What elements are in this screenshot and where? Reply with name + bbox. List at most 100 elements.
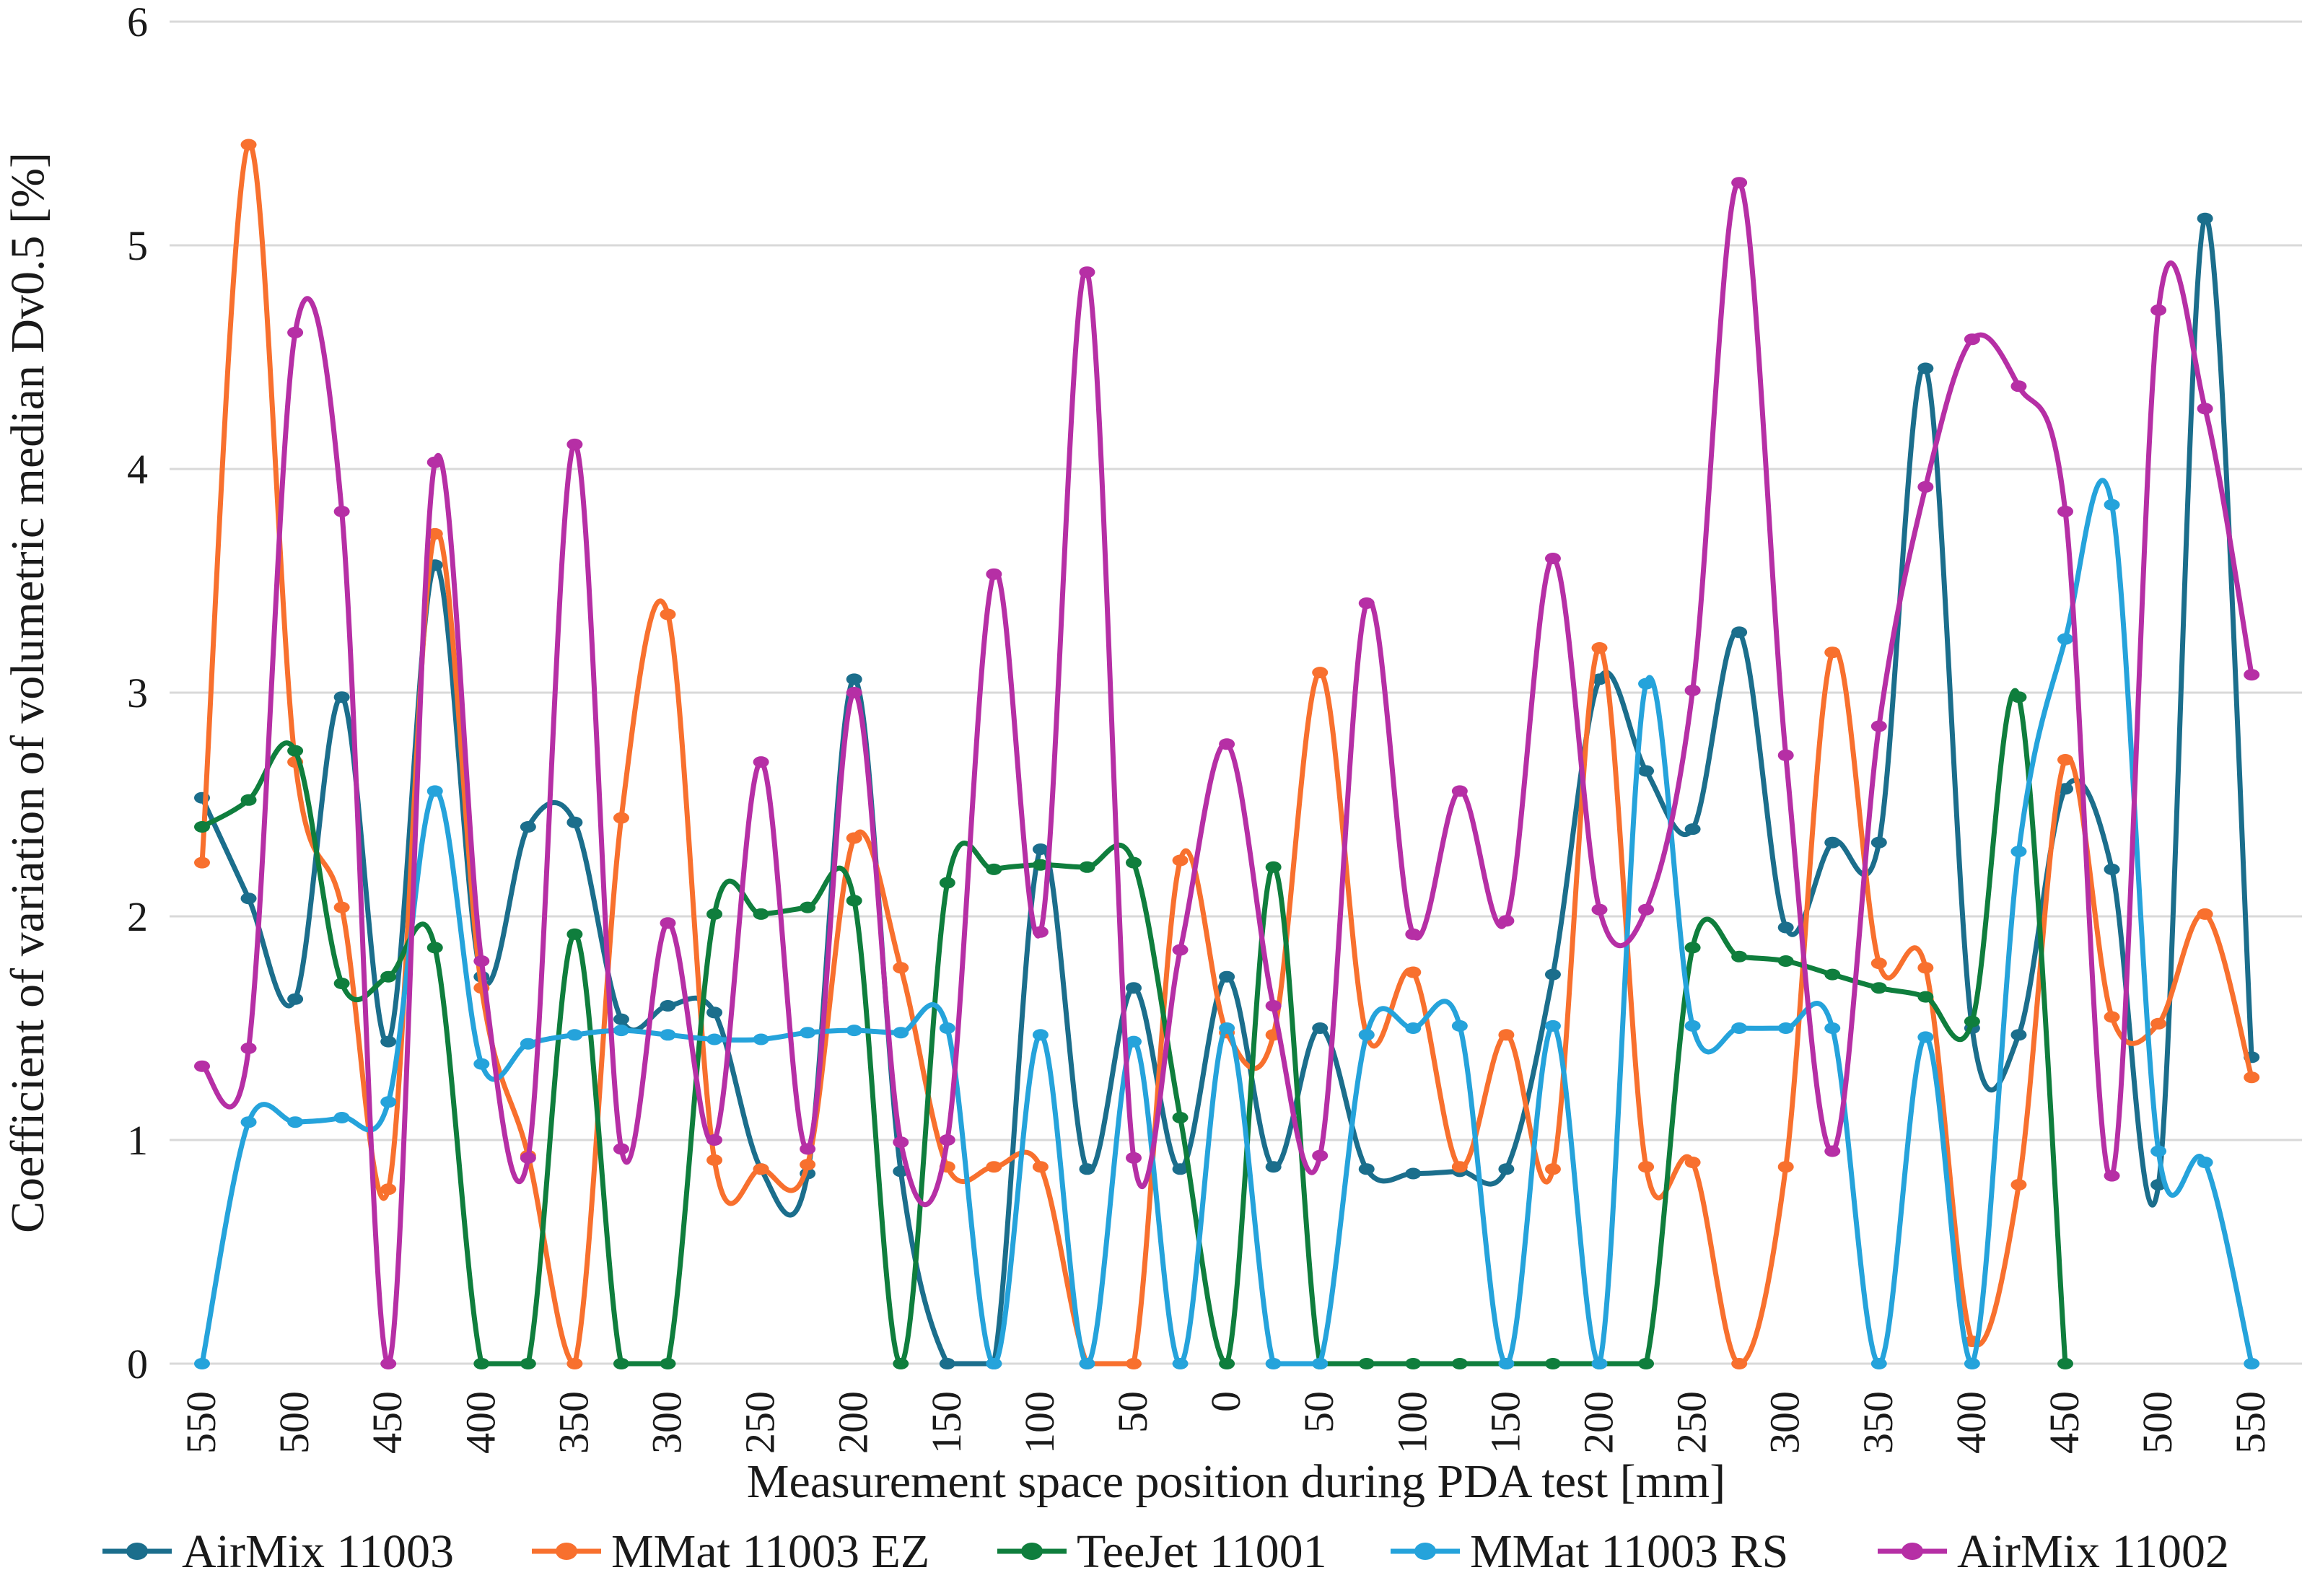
data-point-marker [1777,955,1794,967]
data-point-marker [333,901,350,913]
data-point-marker [240,794,257,806]
data-point-marker [333,1112,350,1123]
data-point-marker [1079,1163,1095,1175]
x-tick-label: 150 [923,1391,970,1454]
data-point-marker [426,527,443,540]
x-axis-title: Measurement space position during PDA te… [747,1455,1725,1508]
x-tick-label: 100 [1016,1391,1063,1454]
data-point-marker [1498,1163,1515,1175]
data-point-marker [753,756,769,768]
data-point-marker [1265,861,1282,873]
x-axis-tick-labels: 550 500 450 400 350 300 250 200 150 100 50 0 50 100 15… [178,1391,2274,1454]
data-point-marker [2010,1029,2027,1041]
data-point-marker [1638,765,1655,777]
data-point-marker [660,608,676,621]
data-point-marker [333,691,350,703]
data-point-marker [2104,1170,2120,1182]
legend-label: MMat 11003 EZ [611,1525,929,1578]
data-point-marker [1405,1022,1422,1034]
data-point-marker [426,785,443,797]
x-tick-label: 550 [178,1391,224,1454]
data-point-marker [1731,950,1748,963]
data-point-marker [2150,1017,2167,1030]
data-point-marker [660,1358,676,1369]
data-point-marker [520,821,536,833]
x-tick-label: 450 [364,1391,411,1454]
data-point-marker [1638,1358,1655,1369]
data-point-marker [1358,597,1375,609]
x-tick-label: 100 [1388,1391,1435,1454]
data-point-marker [1777,749,1794,761]
data-point-marker [1498,1029,1515,1041]
data-point-marker [939,877,955,889]
data-point-marker [800,1159,816,1171]
data-point-marker [2010,380,2027,393]
data-point-marker [846,1025,862,1037]
data-point-marker [287,745,304,757]
data-point-marker [2104,499,2120,511]
data-point-marker [1917,1031,1934,1043]
data-point-marker [1498,915,1515,927]
data-point-marker [1405,1167,1422,1180]
data-point-marker [1172,1163,1189,1175]
data-point-marker [1591,903,1608,916]
legend: AirMix 11003 MMat 11003 EZ TeeJet 11001 … [102,1525,2229,1578]
data-point-marker [194,856,210,869]
data-point-marker [846,895,862,907]
data-point-marker [1824,646,1841,659]
data-point-marker [613,812,629,824]
data-point-marker [2150,1145,2167,1157]
data-point-marker [194,1060,210,1072]
legend-item-airmix-11003: AirMix 11003 [102,1525,454,1578]
data-point-marker [566,928,583,940]
data-point-marker [1172,944,1189,956]
data-point-marker [1312,1149,1329,1162]
data-point-marker [287,326,304,338]
series-mmat-11003-rs [194,478,2260,1369]
data-point-marker [566,816,583,828]
series-teejet-11001 [194,688,2073,1369]
x-tick-label: 500 [2134,1391,2181,1454]
data-point-marker [1731,177,1748,189]
data-point-marker [1731,1358,1748,1369]
x-tick-label: 350 [550,1391,597,1454]
data-point-marker [660,917,676,929]
data-point-marker [2057,1358,2073,1369]
data-point-marker [613,1025,629,1037]
data-point-marker [1684,1157,1701,1168]
data-point-marker [1265,1161,1282,1173]
data-point-marker [986,1161,1002,1173]
data-point-marker [660,1029,676,1041]
data-point-marker [1126,1035,1142,1048]
data-point-marker [1824,836,1841,849]
data-point-marker [2057,633,2073,645]
data-point-marker [1591,642,1608,654]
x-tick-label: 400 [1948,1391,1995,1454]
data-point-marker [2197,212,2213,224]
data-point-marker [1777,921,1794,934]
data-point-marker [566,1358,583,1369]
data-point-marker [1265,1000,1282,1012]
data-point-marker [520,1358,536,1369]
data-point-marker [2010,691,2027,703]
data-point-marker [1405,928,1422,940]
data-point-marker [986,863,1002,875]
data-point-marker [380,1358,397,1369]
data-point-marker [1126,1358,1142,1369]
x-tick-label: 550 [2227,1391,2274,1454]
x-tick-label: 400 [457,1391,504,1454]
x-tick-label: 50 [1109,1391,1156,1433]
data-point-marker [2244,669,2260,681]
data-point-marker [1917,362,1934,374]
x-tick-label: 500 [271,1391,318,1454]
data-point-marker [1451,1358,1468,1369]
data-point-marker [1544,553,1561,564]
data-point-marker [1870,836,1887,849]
data-point-marker [1544,1020,1561,1032]
data-point-marker [1777,1022,1794,1034]
data-point-marker [1032,859,1049,871]
data-point-marker [380,1183,397,1196]
data-point-marker [1312,667,1329,679]
data-point-marker [1684,823,1701,836]
